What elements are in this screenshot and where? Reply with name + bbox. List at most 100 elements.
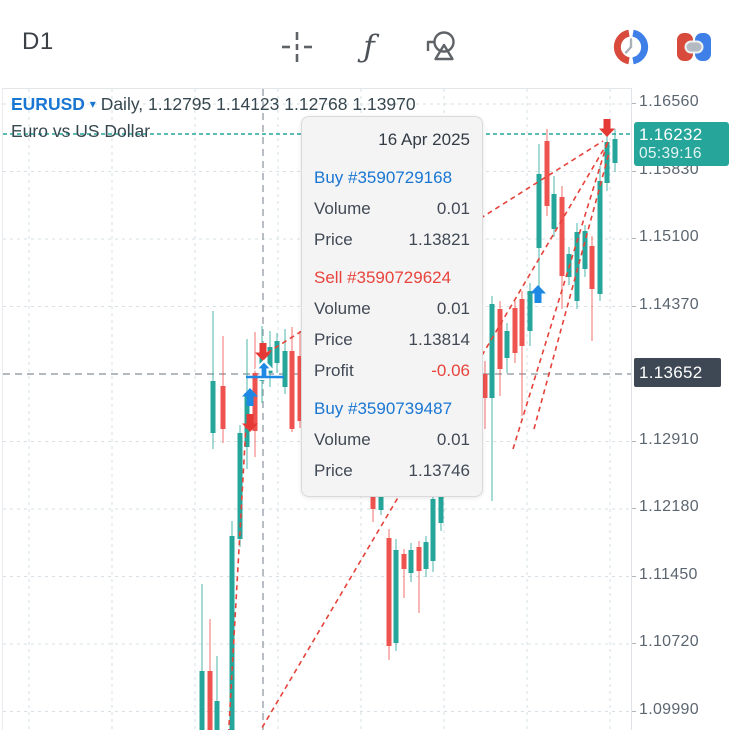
tooltip-order-title: Buy #3590739487	[314, 399, 453, 418]
trade-trendline	[227, 424, 247, 730]
trade-trendline	[533, 152, 610, 430]
tooltip-order-title: Sell #3590729624	[314, 268, 452, 287]
objects-icon[interactable]	[421, 28, 459, 66]
tooltip-row-value: 0.01	[436, 199, 470, 218]
tooltip-row-label: Price	[314, 461, 353, 480]
candle-body	[423, 542, 429, 569]
crosshair-icon[interactable]	[278, 28, 316, 66]
trade-trendline	[512, 143, 608, 450]
tooltip-row-label: Price	[314, 330, 353, 349]
sell-arrow-icon	[242, 414, 258, 432]
candle-body	[416, 547, 422, 571]
candle-body	[430, 499, 436, 561]
candle-body	[438, 473, 444, 523]
tooltip-row-value: -0.06	[431, 361, 470, 380]
candle-body	[297, 356, 303, 421]
tooltip-date: 16 Apr 2025	[378, 130, 470, 149]
axis-price-label: 1.12910	[639, 431, 699, 448]
tooltip-row: Profit -0.06	[314, 355, 470, 386]
candle-body	[210, 381, 216, 433]
axis-price-label: 1.16560	[639, 93, 699, 110]
trading-sessions-icon[interactable]	[612, 28, 650, 66]
axis-tick	[632, 441, 636, 442]
positions-icon[interactable]	[675, 28, 713, 66]
candle-body	[207, 671, 213, 730]
chart-legend: EURUSD ▾ Daily, 1.12795 1.14123 1.12768 …	[11, 94, 416, 115]
candle-body	[551, 194, 557, 229]
candle-body	[559, 197, 565, 276]
tooltip-row-label: Volume	[314, 299, 371, 318]
sell-arrow-icon	[599, 119, 615, 137]
candle-body	[589, 246, 595, 289]
candle-body	[512, 308, 518, 353]
candle-body	[604, 142, 610, 183]
candle-body	[199, 671, 205, 730]
buy-arrow-icon	[242, 388, 258, 406]
symbol-description: Euro vs US Dollar	[11, 121, 151, 141]
axis-tick	[632, 103, 636, 104]
timeframe-button[interactable]: D1	[22, 28, 54, 55]
candle-body	[229, 536, 235, 730]
tooltip-row-value: 0.01	[436, 299, 470, 318]
tooltip-row: Price 1.13814	[314, 324, 470, 355]
candle-body	[386, 538, 392, 646]
sell-arrow-icon	[255, 343, 271, 361]
axis-price-label: 1.12180	[639, 498, 699, 515]
chevron-down-icon[interactable]: ▾	[89, 97, 96, 111]
axis-price-label: 1.14370	[639, 296, 699, 313]
candle-body	[274, 341, 280, 363]
ohlc-values: Daily, 1.12795 1.14123 1.12768 1.13970	[100, 94, 416, 114]
axis-price-label: 1.10720	[639, 633, 699, 650]
candle-body	[220, 386, 226, 429]
axis-tick	[632, 576, 636, 577]
tooltip-row-value: 1.13821	[408, 230, 470, 249]
candle-body	[582, 231, 588, 269]
current-price-badge: 1.16232 05:39:16	[634, 122, 729, 166]
candle-body	[527, 291, 533, 331]
axis-tick	[632, 711, 636, 712]
candle-body	[544, 141, 550, 206]
tooltip-row: Volume 0.01	[314, 193, 470, 224]
candle-body	[408, 550, 414, 573]
axis-price-label: 1.11450	[639, 566, 698, 583]
axis-price-label: 1.09990	[639, 701, 699, 718]
candle-body	[267, 347, 273, 373]
candle-body	[536, 174, 542, 248]
axis-tick	[632, 306, 636, 307]
candle-body	[237, 433, 243, 539]
toolbar: D1 ƒ	[0, 0, 738, 88]
candle-body	[597, 181, 603, 294]
tooltip-row: Price 1.13746	[314, 455, 470, 486]
buy-arrow-icon	[530, 285, 546, 303]
tooltip-row-label: Volume	[314, 199, 371, 218]
candle-body	[282, 351, 288, 387]
candle-body	[574, 232, 580, 301]
crosshair-price-badge: 1.13652	[634, 358, 721, 387]
candle-body	[612, 139, 618, 163]
current-price-value: 1.16232	[639, 125, 703, 144]
candle-body	[214, 701, 220, 730]
axis-tick	[632, 643, 636, 644]
candle-body	[497, 309, 503, 369]
buy-arrow-selected-icon	[253, 359, 275, 381]
axis-tick	[632, 238, 636, 239]
tooltip-row-label: Price	[314, 230, 353, 249]
tooltip-row-label: Volume	[314, 430, 371, 449]
axis-tick	[632, 171, 636, 172]
price-axis[interactable]: 1.16560 1.15830 1.15100 1.14370 1.12910 1.121…	[631, 88, 738, 730]
tooltip-row-value: 1.13814	[408, 330, 470, 349]
candle-body	[252, 373, 258, 431]
candle-body	[504, 331, 510, 358]
candle-body	[289, 351, 295, 429]
tooltip-row-value: 1.13746	[408, 461, 470, 480]
symbol-selector[interactable]: EURUSD	[11, 94, 85, 114]
tooltip-row: Volume 0.01	[314, 424, 470, 455]
tooltip-row-label: Profit	[314, 361, 354, 380]
candle-body	[401, 554, 407, 569]
indicator-function-icon[interactable]: ƒ	[363, 28, 375, 65]
chart-canvas[interactable]: EURUSD ▾ Daily, 1.12795 1.14123 1.12768 …	[2, 88, 631, 730]
candle-body	[393, 550, 399, 643]
tooltip-order-title: Buy #3590729168	[314, 168, 453, 187]
axis-tick	[632, 508, 636, 509]
